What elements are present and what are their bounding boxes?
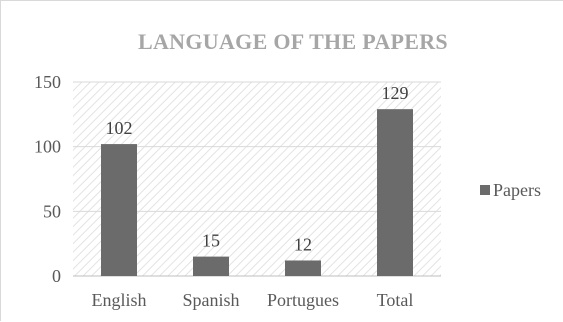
x-tick-label-portugues: Portugues bbox=[267, 290, 339, 310]
legend-label-papers: Papers bbox=[493, 180, 541, 200]
y-tick-label: 100 bbox=[34, 137, 61, 157]
bar-english bbox=[101, 144, 137, 276]
x-tick-label-spanish: Spanish bbox=[182, 290, 239, 310]
bars bbox=[101, 109, 413, 276]
data-label-english: 102 bbox=[106, 118, 133, 138]
y-tick-label: 150 bbox=[34, 72, 61, 92]
y-axis-ticks: 0 50 100 150 bbox=[34, 72, 61, 286]
y-tick-label: 0 bbox=[52, 266, 61, 286]
bar-spanish bbox=[193, 256, 229, 276]
bar-total bbox=[377, 109, 413, 276]
data-label-portugues: 12 bbox=[294, 234, 312, 254]
chart-title: LANGUAGE OF THE PAPERS bbox=[138, 29, 448, 54]
legend: Papers bbox=[480, 180, 541, 200]
data-label-spanish: 15 bbox=[202, 231, 220, 251]
x-tick-label-english: English bbox=[91, 290, 146, 310]
data-label-total: 129 bbox=[382, 83, 409, 103]
legend-swatch-papers bbox=[480, 185, 490, 195]
x-axis-labels: English Spanish Portugues Total bbox=[91, 290, 413, 310]
bar-portugues bbox=[285, 260, 321, 276]
x-tick-label-total: Total bbox=[377, 290, 414, 310]
y-tick-label: 50 bbox=[43, 201, 61, 221]
data-labels: 102 15 12 129 bbox=[106, 83, 409, 254]
